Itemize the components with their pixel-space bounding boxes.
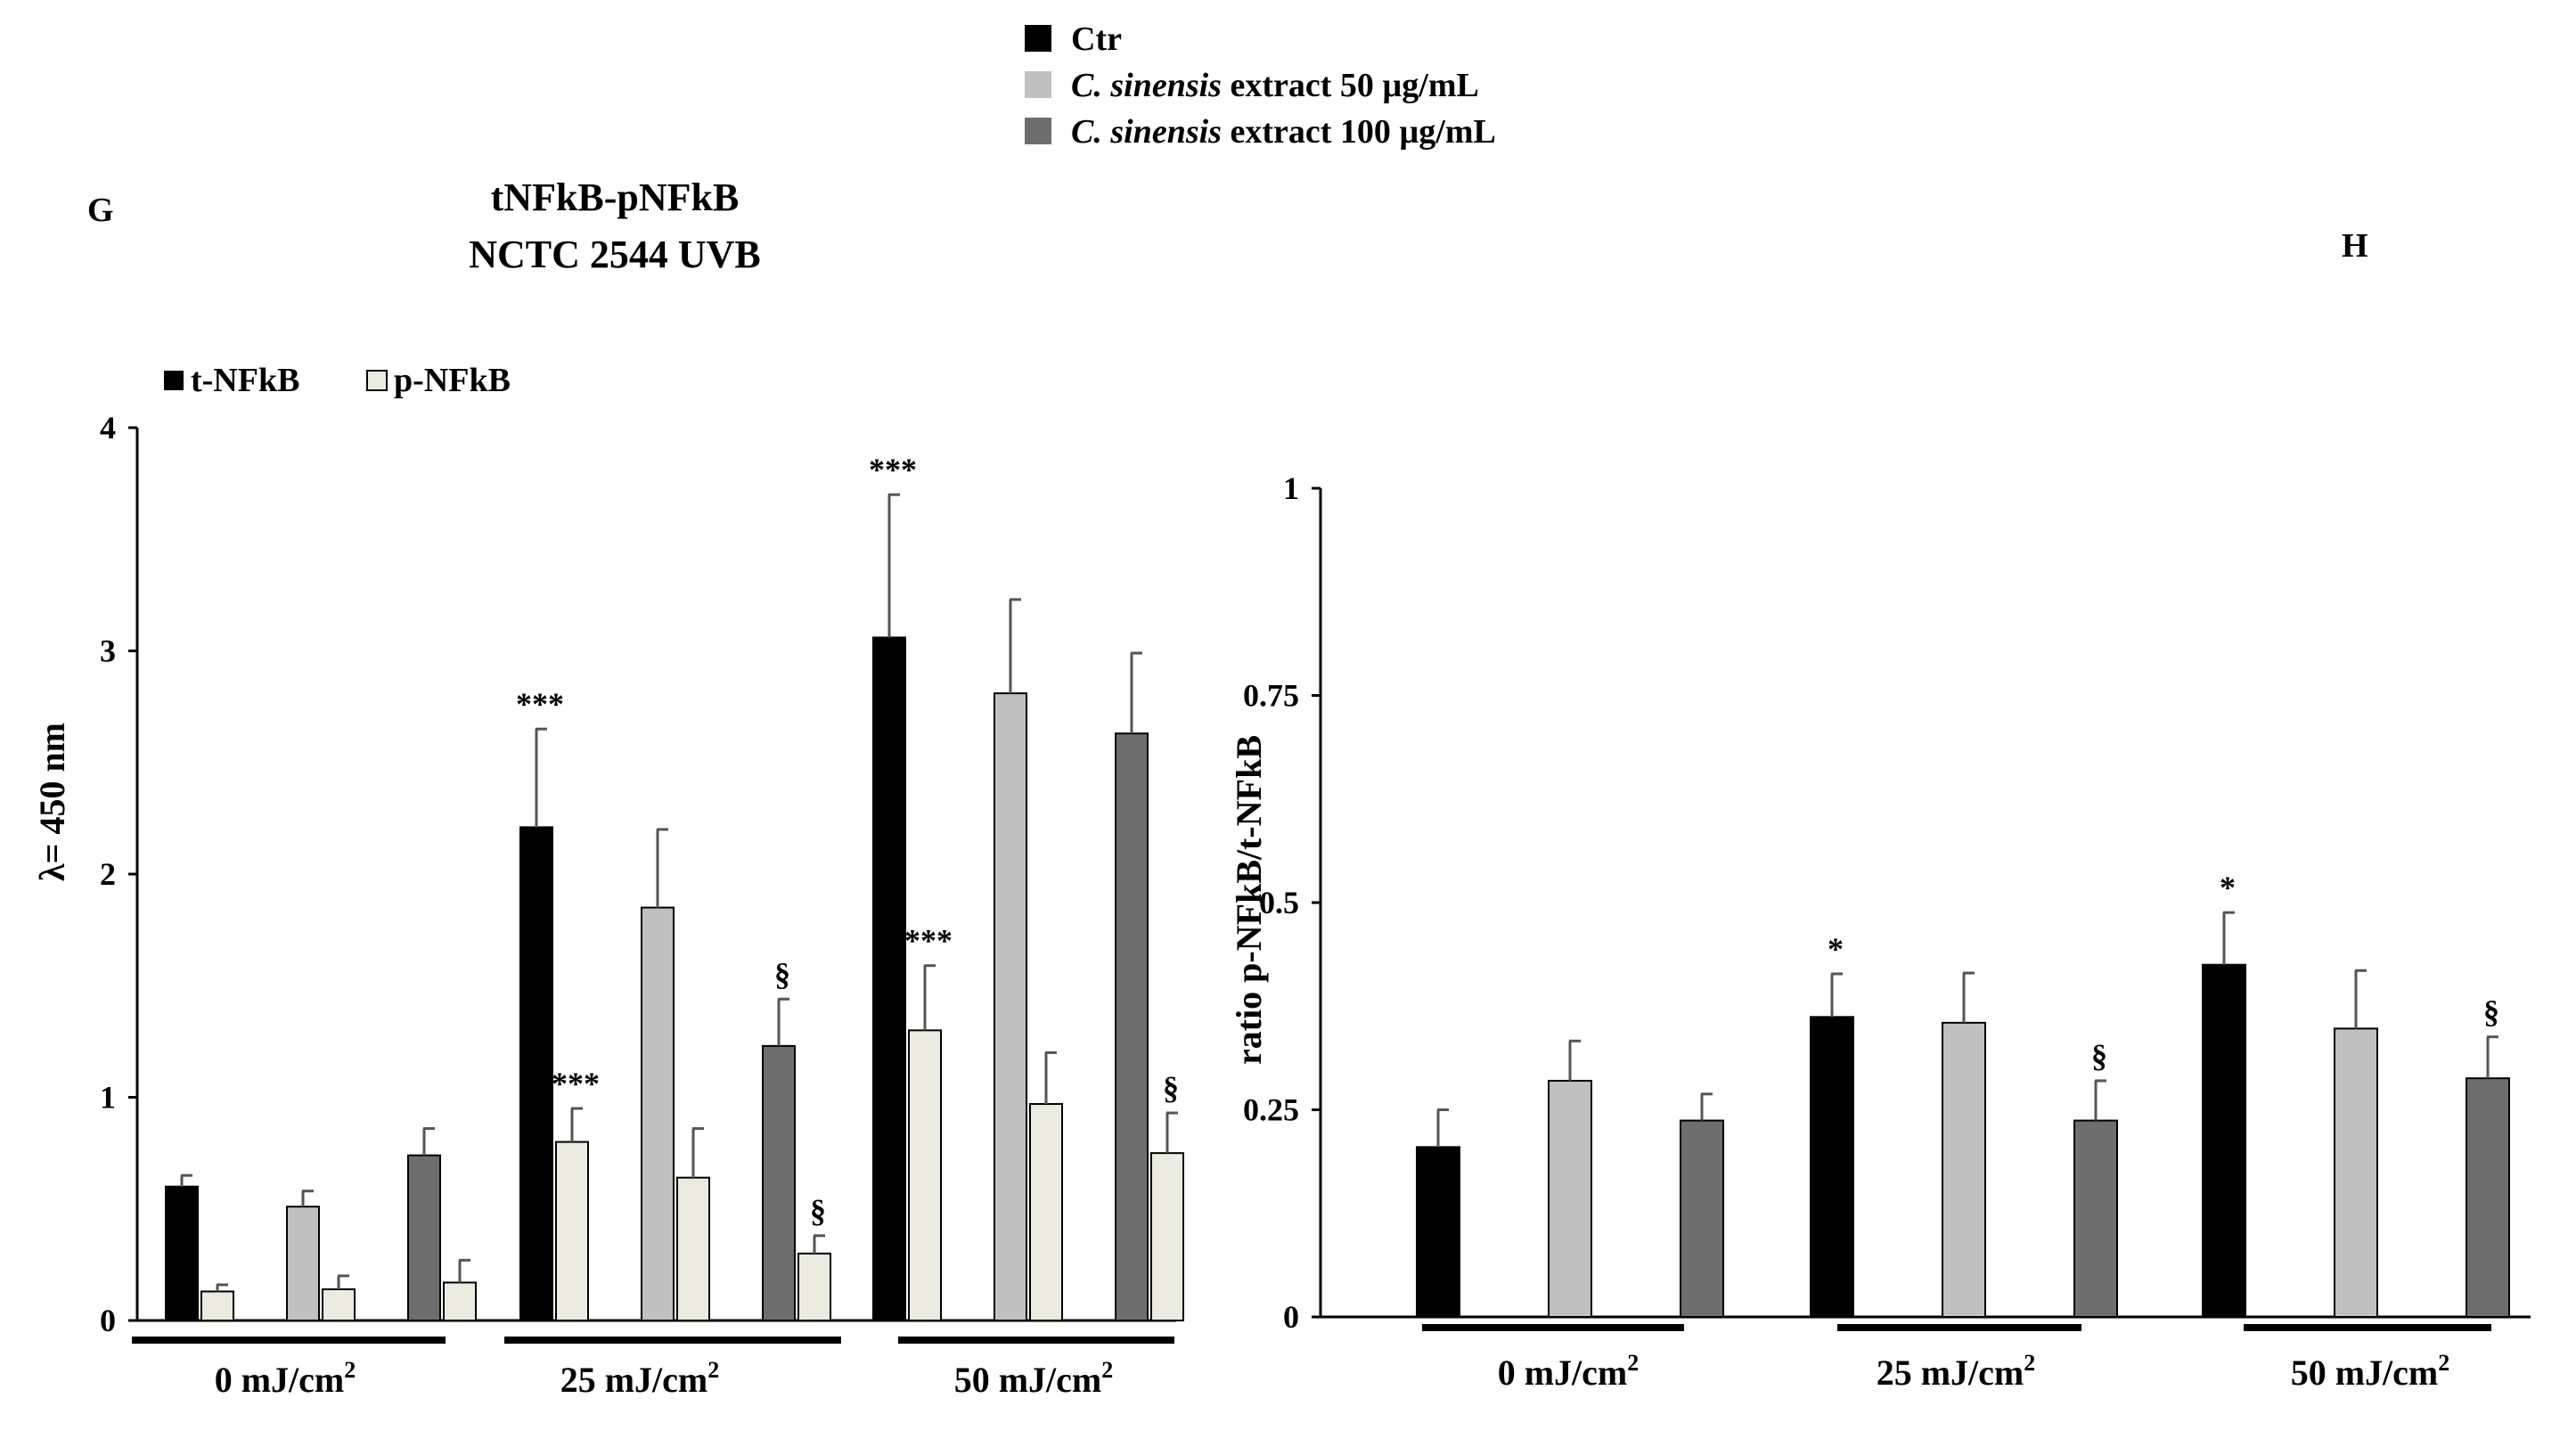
chart-g-bar-t-nfkb-g0-s2: [407, 1154, 441, 1321]
chart-h: 0 0.25 0.5 0.75 1 ratio p-NFkB/t-NFkB 0 mJ/cm2…: [1229, 470, 2531, 1393]
chart-h-bar-g2-s0-significance-mark: *: [2220, 870, 2236, 905]
chart-h-y-tick-label: 0.25: [1243, 1092, 1299, 1128]
chart-h-bars: * § * §: [1416, 870, 2510, 1319]
chart-g-group-label: 0 mJ/cm2: [215, 1357, 356, 1400]
chart-g-y-axis-label: λ= 450 nm: [32, 723, 72, 881]
chart-h-bar-g0-s2: [1680, 1119, 1724, 1318]
chart-g-bar-t-nfkb-g1-s0: [519, 826, 553, 1321]
chart-h-bar-g2-s1: [2334, 1027, 2378, 1318]
chart-h-group-label: 0 mJ/cm2: [1498, 1350, 1640, 1393]
chart-g-bar-p-nfkb-g1-s1: [676, 1176, 710, 1322]
chart-g-y-tick-label: 4: [100, 410, 116, 446]
chart-h-bar-g1-s2-significance-mark: §: [2091, 1038, 2107, 1074]
legend-label-p-nfkb: p-NFkB: [394, 362, 511, 399]
chart-g-bar-p-nfkb-g2-s2: [1150, 1152, 1184, 1321]
chart-g-bar-p-nfkb-g1-s2-significance-mark: §: [810, 1193, 826, 1229]
chart-h-bar-g0-s0: [1416, 1146, 1460, 1318]
chart-g: 0 1 2 3 4 λ= 450 nm 0 mJ/cm2 25 mJ/cm2 50 mJ/cm2…: [32, 410, 1184, 1400]
chart-g-y-tick-label: 3: [100, 634, 116, 669]
chart-h-bar-g1-s2: [2073, 1119, 2118, 1318]
panel-letter-h: H: [2342, 227, 2368, 265]
chart-g-axes: 0 1 2 3 4 λ= 450 nm 0 mJ/cm2 25 mJ/cm2 50 mJ/cm2: [32, 410, 1176, 1400]
legend-swatch-p-nfkb: [366, 370, 388, 391]
chart-g-bar-p-nfkb-g1-s2: [797, 1252, 831, 1321]
chart-g-y-tick-label: 2: [100, 856, 116, 892]
chart-g-bars: *** *** § § *** *** §: [165, 452, 1184, 1322]
chart-g-bar-p-nfkb-g2-s0: [908, 1029, 942, 1321]
chart-g-y-tick-label: 0: [100, 1303, 116, 1338]
chart-g-bar-p-nfkb-g0-s2: [443, 1281, 477, 1322]
legend-label-t-nfkb: t-NFkB: [191, 362, 299, 399]
chart-g-bar-p-nfkb-g2-s0-significance-mark: ***: [904, 923, 953, 959]
chart-title-line2: NCTC 2544 UVB: [469, 233, 761, 276]
chart-g-group-label: 25 mJ/cm2: [560, 1357, 720, 1400]
chart-h-y-tick-label: 1: [1283, 470, 1299, 506]
chart-h-y-tick-label: 0.5: [1259, 885, 1299, 920]
chart-title-line1: tNFkB-pNFkB: [491, 176, 740, 219]
chart-h-y-axis-label: ratio p-NFkB/t-NFkB: [1229, 735, 1269, 1065]
chart-g-bar-p-nfkb-g1-s0-significance-mark: ***: [552, 1066, 600, 1101]
chart-g-bar-t-nfkb-g0-s1: [286, 1206, 320, 1321]
chart-h-axes: 0 0.25 0.5 0.75 1 ratio p-NFkB/t-NFkB 0 mJ/cm2…: [1229, 470, 2531, 1393]
chart-g-bar-p-nfkb-g1-s0: [555, 1141, 589, 1321]
chart-g-bar-p-nfkb-g2-s2-significance-mark: §: [1163, 1070, 1179, 1106]
chart-h-y-tick-label: 0.75: [1243, 678, 1299, 714]
chart-h-bar-g1-s0: [1810, 1016, 1854, 1318]
chart-h-group-label: 25 mJ/cm2: [1877, 1350, 2036, 1393]
chart-g-group-label: 50 mJ/cm2: [954, 1357, 1114, 1400]
legend-swatch-t-nfkb: [164, 371, 184, 390]
chart-g-bar-t-nfkb-g1-s1: [641, 906, 675, 1321]
chart-h-group-label: 50 mJ/cm2: [2291, 1350, 2450, 1393]
chart-h-bar-g1-s0-significance-mark: *: [1828, 931, 1844, 967]
chart-g-bar-t-nfkb-g2-s2: [1115, 732, 1149, 1321]
chart-g-bar-t-nfkb-g2-s1: [994, 692, 1027, 1321]
chart-h-bar-g2-s2: [2466, 1077, 2510, 1319]
panel-letter-g: G: [87, 192, 114, 229]
legend-swatch-extract-100: [1025, 118, 1051, 144]
legend-swatch-extract-50: [1025, 71, 1051, 98]
chart-g-bar-t-nfkb-g2-s0-significance-mark: ***: [869, 452, 917, 487]
chart-g-bar-t-nfkb-g0-s0: [165, 1185, 199, 1321]
chart-g-bar-p-nfkb-g2-s1: [1029, 1103, 1063, 1322]
chart-h-bar-g1-s1: [1942, 1021, 1986, 1318]
legend-label-extract-100: C. sinensis extract 100 µg/mL: [1071, 113, 1496, 151]
chart-g-bar-t-nfkb-g1-s0-significance-mark: ***: [516, 686, 564, 722]
treatment-legend: Ctr C. sinensis extract 50 µg/mL C. sine…: [1025, 20, 1496, 151]
chart-g-bar-p-nfkb-g0-s1: [322, 1288, 356, 1322]
chart-g-bar-t-nfkb-g1-s2-significance-mark: §: [774, 956, 790, 992]
legend-label-ctr: Ctr: [1071, 20, 1122, 58]
chart-h-bar-g2-s2-significance-mark: §: [2483, 994, 2499, 1030]
chart-h-bar-g0-s1: [1548, 1079, 1592, 1318]
series-legend-g: t-NFkB p-NFkB: [164, 362, 511, 399]
chart-g-y-tick-label: 1: [100, 1080, 116, 1116]
chart-h-bar-g2-s0: [2202, 963, 2246, 1318]
chart-g-bar-t-nfkb-g1-s2: [762, 1044, 796, 1321]
chart-g-bar-t-nfkb-g2-s0: [872, 636, 906, 1321]
chart-h-y-tick-label: 0: [1283, 1299, 1299, 1335]
legend-swatch-ctr: [1025, 25, 1051, 52]
chart-g-bar-p-nfkb-g0-s0: [200, 1290, 234, 1322]
legend-label-extract-50: C. sinensis extract 50 µg/mL: [1071, 67, 1479, 104]
